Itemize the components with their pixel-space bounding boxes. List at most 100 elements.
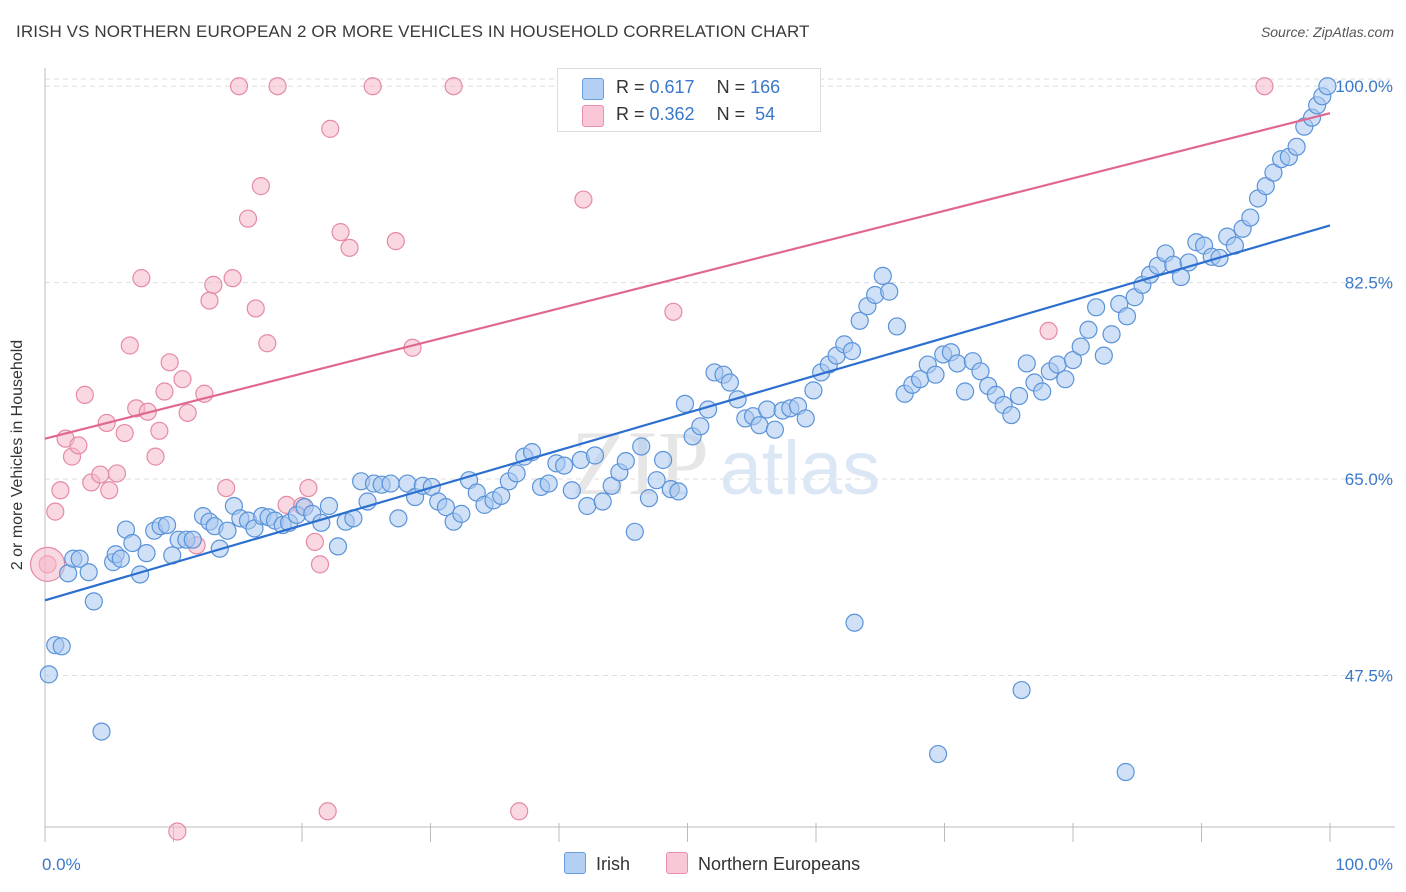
ne-point	[299, 478, 318, 498]
ne-point	[223, 269, 242, 288]
ne-trend-line	[44, 112, 1331, 440]
irish-point	[578, 496, 597, 516]
irish-point	[1179, 253, 1198, 272]
irish-point	[183, 530, 202, 549]
irish-point	[971, 362, 990, 381]
irish-point	[647, 471, 666, 490]
irish-point	[585, 446, 605, 465]
irish-point	[1002, 405, 1021, 425]
irish-point	[492, 486, 511, 505]
irish-point	[452, 504, 471, 523]
ne-point	[200, 291, 219, 310]
irish-point	[1079, 320, 1098, 339]
x-axis	[44, 68, 1395, 842]
irish-point	[539, 474, 558, 493]
y-tick-label: 47.5%	[1345, 666, 1393, 685]
series-irish	[39, 77, 1337, 782]
irish-point	[111, 549, 130, 568]
irish-point	[157, 515, 177, 535]
irish-point	[218, 521, 237, 540]
watermark-atlas: atlas	[720, 426, 881, 511]
x-tick-labels: 0.0% 100.0%	[42, 855, 1393, 874]
ne-point	[331, 223, 350, 242]
irish-point	[319, 496, 339, 516]
bottom-legend-swatch-irish	[564, 852, 586, 874]
ne-point	[310, 555, 330, 574]
ne-point	[132, 269, 151, 288]
irish-point	[926, 365, 945, 384]
irish-point	[632, 437, 651, 456]
source-label: Source: ZipAtlas.com	[1260, 24, 1394, 40]
trend-lines	[44, 112, 1331, 602]
irish-point	[555, 456, 574, 475]
irish-point	[52, 637, 71, 656]
irish-point	[84, 592, 103, 611]
irish-point	[804, 381, 823, 400]
ne-point	[444, 77, 463, 96]
ne-point	[75, 385, 94, 404]
irish-point	[436, 498, 456, 517]
irish-point	[639, 489, 659, 508]
ne-point	[204, 275, 223, 294]
irish-point	[1063, 350, 1083, 370]
irish-point	[1287, 137, 1306, 156]
ne-point	[178, 403, 197, 422]
legend-irish-n-label: N =	[716, 77, 751, 97]
irish-point	[507, 464, 526, 483]
irish-point	[1033, 382, 1052, 401]
legend-text-irish: R = 0.617 N = 166	[616, 77, 780, 98]
irish-point	[948, 354, 967, 373]
ne-point	[340, 238, 359, 257]
legend-swatch-ne	[582, 105, 604, 127]
irish-point	[842, 342, 862, 361]
legend-ne-r-value: 0.362	[649, 104, 695, 124]
irish-point	[750, 416, 769, 435]
ne-point	[115, 423, 134, 443]
irish-point	[887, 317, 907, 336]
ne-point	[69, 436, 88, 455]
ne-point	[318, 802, 337, 821]
legend-swatch-irish	[582, 78, 604, 100]
ne-point	[238, 209, 258, 228]
irish-point	[602, 476, 621, 495]
irish-point	[880, 282, 899, 301]
irish-point	[123, 533, 142, 553]
ne-point	[386, 232, 405, 251]
y-tick-labels: 100.0% 82.5% 65.0% 47.5%	[1335, 77, 1393, 685]
irish-point	[1241, 208, 1260, 227]
irish-point	[389, 509, 408, 528]
ne-point	[46, 502, 65, 521]
ne-point	[155, 382, 174, 401]
ne-point	[229, 77, 249, 96]
chart-title: IRISH VS NORTHERN EUROPEAN 2 OR MORE VEH…	[16, 22, 810, 41]
irish-point	[1087, 298, 1106, 317]
legend-irish-n-value: 166	[750, 77, 781, 97]
irish-point	[765, 420, 784, 439]
y-tick-label: 82.5%	[1345, 274, 1393, 293]
irish-point	[653, 450, 673, 470]
irish-point	[1117, 307, 1137, 326]
irish-point	[1094, 346, 1113, 365]
legend-irish-r-value: 0.617	[649, 77, 695, 97]
irish-point	[1102, 325, 1121, 344]
x-tick-label: 0.0%	[42, 855, 81, 874]
irish-point	[1012, 680, 1031, 700]
y-tick-label: 65.0%	[1345, 470, 1393, 489]
irish-point	[873, 266, 892, 286]
ne-point	[1255, 77, 1274, 96]
ne-point	[120, 336, 139, 355]
irish-point	[1256, 177, 1275, 196]
ne-point	[664, 302, 683, 321]
bottom-legend-swatch-ne	[666, 852, 688, 874]
ne-point-large	[29, 546, 66, 582]
irish-point	[1009, 386, 1029, 406]
irish-point	[1116, 762, 1135, 782]
legend-text-ne: R = 0.362 N = 54	[616, 104, 775, 125]
legend-ne-r-label: R =	[616, 104, 650, 124]
ne-point	[100, 481, 119, 500]
irish-point	[1017, 354, 1036, 373]
irish-point	[720, 373, 740, 392]
irish-point	[593, 492, 612, 511]
irish-point	[691, 417, 710, 436]
ne-point	[321, 119, 340, 138]
